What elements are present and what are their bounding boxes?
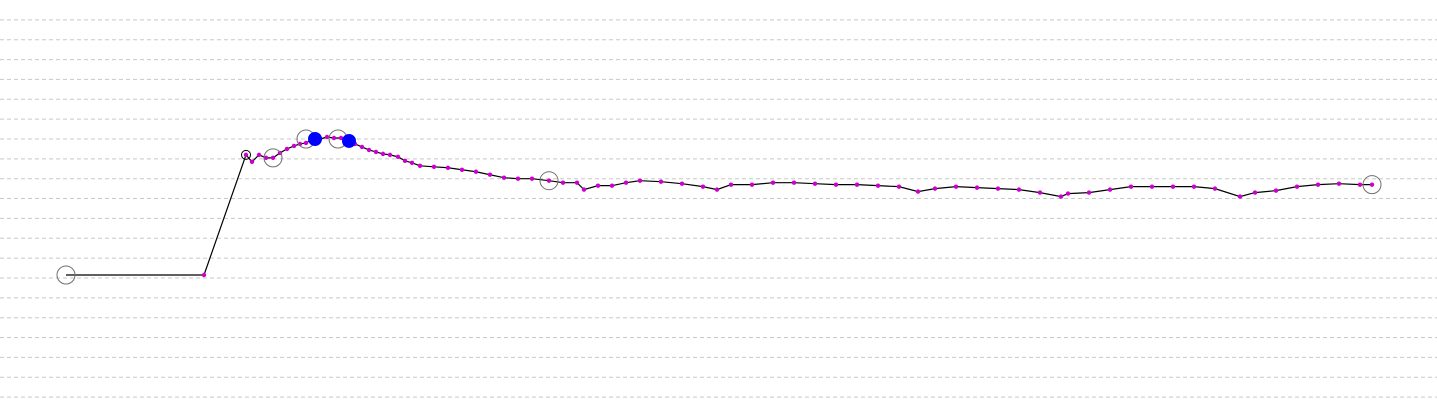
point-marker (770, 180, 776, 185)
point-marker (402, 158, 408, 164)
point-marker (324, 134, 330, 140)
point-marker (303, 140, 309, 146)
point-marker (359, 144, 365, 150)
point-marker (487, 172, 493, 177)
point-marker (791, 180, 797, 185)
point-marker (529, 176, 535, 181)
filled-marker (308, 131, 322, 146)
point-marker (953, 184, 959, 189)
small-marker (241, 149, 251, 160)
point-marker (812, 181, 818, 186)
point-marker (338, 135, 344, 141)
point-marker (728, 182, 734, 187)
point-marker (546, 178, 552, 183)
point-marker (417, 163, 423, 168)
point-marker (459, 167, 465, 172)
point-marker (284, 146, 290, 152)
point-marker (1237, 194, 1243, 199)
point-marker (1294, 184, 1300, 189)
open-marker (56, 265, 76, 285)
point-marker (291, 143, 297, 149)
point-marker (875, 183, 881, 188)
point-marker (749, 182, 755, 187)
point-marker (1315, 182, 1321, 187)
point-marker (1128, 184, 1134, 189)
point-marker (1191, 184, 1197, 189)
point-marker (1357, 182, 1363, 187)
point-marker (380, 151, 386, 157)
point-marker (974, 185, 980, 190)
open-marker (539, 171, 559, 191)
point-marker (395, 154, 401, 160)
point-marker (270, 155, 276, 161)
point-marker (574, 180, 580, 185)
point-marker (609, 183, 615, 188)
point-marker (581, 187, 587, 192)
point-marker (1058, 194, 1064, 199)
filled-marker (342, 133, 356, 148)
point-marker (1086, 190, 1092, 195)
point-marker (249, 159, 255, 165)
point-marker (1212, 186, 1218, 191)
point-marker (714, 187, 720, 192)
point-marker (263, 155, 269, 161)
point-marker (1107, 187, 1113, 192)
point-marker (501, 175, 507, 180)
point-marker (560, 180, 566, 185)
point-marker (932, 186, 938, 191)
point-marker (1149, 184, 1155, 189)
point-marker (658, 179, 664, 184)
point-marker (1037, 190, 1043, 195)
open-marker (263, 148, 283, 168)
point-marker (331, 135, 337, 141)
point-marker (1336, 181, 1342, 186)
point-marker (515, 176, 521, 181)
point-marker (679, 181, 685, 186)
point-marker (409, 160, 415, 166)
point-marker (1369, 182, 1375, 187)
point-marker (473, 169, 479, 174)
point-marker (201, 272, 207, 278)
point-marker (1273, 188, 1279, 193)
point-marker (623, 180, 629, 185)
point-marker (243, 152, 249, 158)
point-marker (256, 152, 262, 158)
point-marker (637, 178, 643, 183)
series-line (66, 136, 1372, 276)
point-marker (854, 182, 860, 187)
point-marker (700, 184, 706, 189)
point-marker (445, 165, 451, 170)
open-marker (1362, 175, 1382, 195)
point-marker (1170, 184, 1176, 189)
point-marker (833, 182, 839, 187)
point-marker (896, 184, 902, 189)
point-marker (373, 149, 379, 155)
point-marker (595, 183, 601, 188)
point-marker (1016, 187, 1022, 192)
point-marker (995, 186, 1001, 191)
point-marker (387, 152, 393, 158)
point-marker (431, 164, 437, 169)
point-marker (915, 189, 921, 194)
point-marker (366, 147, 372, 153)
point-marker (1252, 190, 1258, 195)
point-marker (1065, 191, 1071, 196)
